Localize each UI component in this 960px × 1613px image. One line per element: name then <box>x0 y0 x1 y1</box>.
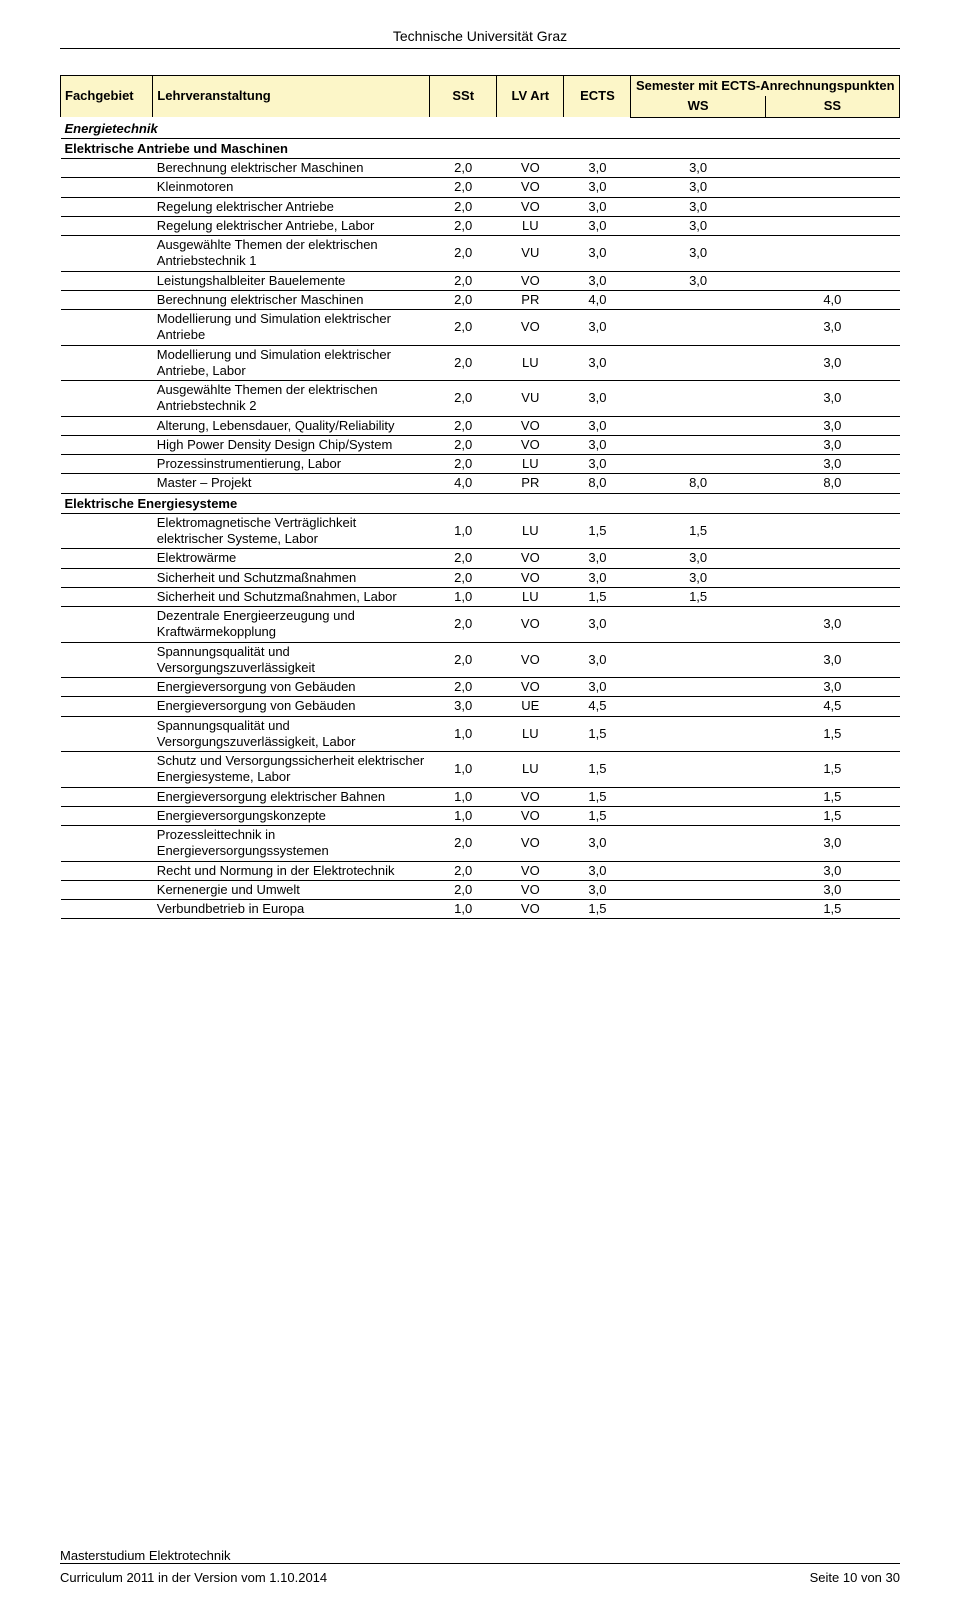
course-name: Sicherheit und Schutzmaßnahmen <box>153 568 430 587</box>
table-row: Recht und Normung in der Elektrotechnik2… <box>61 861 900 880</box>
course-name: Prozessleittechnik in Energieversorgungs… <box>153 826 430 862</box>
course-name: Master – Projekt <box>153 474 430 493</box>
table-row: Energieversorgung von Gebäuden3,0UE4,54,… <box>61 697 900 716</box>
course-name: Energieversorgung von Gebäuden <box>153 697 430 716</box>
course-name: Energieversorgungskonzepte <box>153 806 430 825</box>
cell-ss <box>765 159 899 178</box>
footer-right: Seite 10 von 30 <box>810 1570 900 1585</box>
course-name: Ausgewählte Themen der elektrischen Antr… <box>153 381 430 417</box>
hdr-ects: ECTS <box>564 76 631 118</box>
table-row: Energieversorgung von Gebäuden2,0VO3,03,… <box>61 678 900 697</box>
course-name: Kernenergie und Umwelt <box>153 880 430 899</box>
hdr-lehrveranstaltung: Lehrveranstaltung <box>153 76 430 118</box>
table-row: Regelung elektrischer Antriebe2,0VO3,03,… <box>61 197 900 216</box>
course-name: Regelung elektrischer Antriebe <box>153 197 430 216</box>
course-name: Schutz und Versorgungssicherheit elektri… <box>153 752 430 788</box>
course-name: Regelung elektrischer Antriebe, Labor <box>153 216 430 235</box>
table-row: Energieversorgung elektrischer Bahnen1,0… <box>61 787 900 806</box>
table-row: Dezentrale Energieerzeugung und Kraftwär… <box>61 607 900 643</box>
table-row: Sicherheit und Schutzmaßnahmen2,0VO3,03,… <box>61 568 900 587</box>
cell-ects: 3,0 <box>564 159 631 178</box>
table-row: Energieversorgungskonzepte1,0VO1,51,5 <box>61 806 900 825</box>
section-energietechnik: Energietechnik <box>61 117 900 138</box>
course-name: Energieversorgung elektrischer Bahnen <box>153 787 430 806</box>
course-name: Verbundbetrieb in Europa <box>153 900 430 919</box>
table-row: Verbundbetrieb in Europa1,0VO1,51,5 <box>61 900 900 919</box>
table-row: Ausgewählte Themen der elektrischen Antr… <box>61 381 900 417</box>
doc-header: Technische Universität Graz <box>60 28 900 44</box>
table-row: Sicherheit und Schutzmaßnahmen, Labor1,0… <box>61 587 900 606</box>
course-name: Recht und Normung in der Elektrotechnik <box>153 861 430 880</box>
footer-rule <box>60 1563 900 1564</box>
table-row: Prozessinstrumentierung, Labor2,0LU3,03,… <box>61 455 900 474</box>
hdr-lvart: LV Art <box>497 76 564 118</box>
table-row: Spannungsqualität und Versorgungszuverlä… <box>61 716 900 752</box>
table-row: Prozessleittechnik in Energieversorgungs… <box>61 826 900 862</box>
table-row: Berechnung elektrischer Maschinen2,0VO3,… <box>61 159 900 178</box>
title-rule <box>60 48 900 49</box>
course-name: Kleinmotoren <box>153 178 430 197</box>
table-row: Schutz und Versorgungssicherheit elektri… <box>61 752 900 788</box>
table-row: Modellierung und Simulation elektrischer… <box>61 310 900 346</box>
hdr-ws: WS <box>631 96 765 117</box>
footer-left: Curriculum 2011 in der Version vom 1.10.… <box>60 1570 327 1585</box>
hdr-semester: Semester mit ECTS-Anrechnungspunkten <box>631 76 900 97</box>
cell-art: VO <box>497 159 564 178</box>
course-name: Leistungshalbleiter Bauelemente <box>153 271 430 290</box>
table-row: Leistungshalbleiter Bauelemente2,0VO3,03… <box>61 271 900 290</box>
course-name: Energieversorgung von Gebäuden <box>153 678 430 697</box>
cell-ws: 3,0 <box>631 159 765 178</box>
page-footer: Masterstudium Elektrotechnik Curriculum … <box>60 1548 900 1585</box>
subsection-antriebe: Elektrische Antriebe und Maschinen <box>61 138 900 158</box>
table-row: Modellierung und Simulation elektrischer… <box>61 345 900 381</box>
hdr-sst: SSt <box>430 76 497 118</box>
table-row: Kleinmotoren2,0VO3,03,0 <box>61 178 900 197</box>
course-name: Modellierung und Simulation elektrischer… <box>153 310 430 346</box>
table-row: Berechnung elektrischer Maschinen2,0PR4,… <box>61 290 900 309</box>
course-name: High Power Density Design Chip/System <box>153 435 430 454</box>
cell-sst: 2,0 <box>430 159 497 178</box>
hdr-fachgebiet: Fachgebiet <box>61 76 153 118</box>
curriculum-table: Fachgebiet Lehrveranstaltung SSt LV Art … <box>60 75 900 919</box>
course-name: Elektrowärme <box>153 549 430 568</box>
course-name: Modellierung und Simulation elektrischer… <box>153 345 430 381</box>
table-row: Ausgewählte Themen der elektrischen Antr… <box>61 236 900 272</box>
table-row: Elektrowärme2,0VO3,03,0 <box>61 549 900 568</box>
table-row: Regelung elektrischer Antriebe, Labor2,0… <box>61 216 900 235</box>
table-row: High Power Density Design Chip/System2,0… <box>61 435 900 454</box>
table-row: Alterung, Lebensdauer, Quality/Reliabili… <box>61 416 900 435</box>
hdr-ss: SS <box>765 96 899 117</box>
table-row: Elektromagnetische Verträglichkeit elekt… <box>61 513 900 549</box>
course-name: Elektromagnetische Verträglichkeit elekt… <box>153 513 430 549</box>
course-name: Sicherheit und Schutzmaßnahmen, Labor <box>153 587 430 606</box>
course-name: Dezentrale Energieerzeugung und Kraftwär… <box>153 607 430 643</box>
course-name: Alterung, Lebensdauer, Quality/Reliabili… <box>153 416 430 435</box>
table-row: Master – Projekt4,0PR8,08,08,0 <box>61 474 900 493</box>
table-row: Spannungsqualität und Versorgungszuverlä… <box>61 642 900 678</box>
course-name: Spannungsqualität und Versorgungszuverlä… <box>153 642 430 678</box>
subsection-energiesysteme: Elektrische Energiesysteme <box>61 493 900 513</box>
course-name: Berechnung elektrischer Maschinen <box>153 290 430 309</box>
course-name: Spannungsqualität und Versorgungszuverlä… <box>153 716 430 752</box>
course-name: Berechnung elektrischer Maschinen <box>153 159 430 178</box>
footer-line1: Masterstudium Elektrotechnik <box>60 1548 900 1563</box>
course-name: Ausgewählte Themen der elektrischen Antr… <box>153 236 430 272</box>
course-name: Prozessinstrumentierung, Labor <box>153 455 430 474</box>
table-row: Kernenergie und Umwelt2,0VO3,03,0 <box>61 880 900 899</box>
